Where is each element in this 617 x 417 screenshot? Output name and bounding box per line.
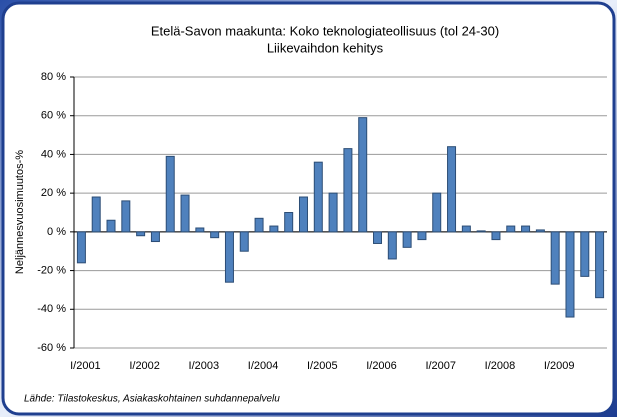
- bar: [595, 231, 605, 299]
- bar: [580, 231, 590, 277]
- y-axis-label: Neljännesvuosimuutos-%: [14, 150, 26, 274]
- bar: [224, 231, 234, 283]
- bar: [328, 192, 338, 233]
- bar: [476, 230, 486, 233]
- bar: [402, 231, 412, 248]
- x-tick-label: I/2005: [307, 360, 338, 372]
- bar: [550, 231, 560, 285]
- bar: [136, 231, 146, 237]
- source: Lähde: Tilastokeskus, Asiakaskohtainen s…: [24, 394, 280, 405]
- bar: [91, 196, 101, 233]
- bar: [239, 231, 249, 252]
- y-tick-label: -20 %: [37, 264, 66, 276]
- bar: [447, 146, 457, 233]
- bar: [298, 196, 308, 233]
- bar: [76, 231, 86, 264]
- y-tick-label: 20 %: [41, 187, 66, 199]
- bar: [254, 217, 264, 233]
- x-tick-label: I/2001: [70, 360, 101, 372]
- bar: [535, 229, 545, 233]
- y-tick-label: 60 %: [41, 110, 66, 122]
- x-tick-label: I/2007: [425, 360, 456, 372]
- chart-title: Etelä-Savon maakunta: Koko teknologiateo…: [151, 23, 499, 38]
- y-tick-label: 40 %: [41, 148, 66, 160]
- bar: [269, 225, 279, 233]
- y-tick-label: -60 %: [37, 342, 66, 354]
- bar: [165, 155, 175, 233]
- bar: [121, 200, 131, 233]
- bar: [491, 231, 501, 241]
- bar: [417, 231, 427, 241]
- x-tick-label: I/2003: [189, 360, 220, 372]
- x-tick-label: I/2006: [366, 360, 397, 372]
- x-tick-label: I/2008: [485, 360, 516, 372]
- bar: [210, 231, 220, 239]
- y-tick-label: -40 %: [37, 303, 66, 315]
- y-tick-label: 0 %: [47, 226, 66, 238]
- bar: [521, 225, 531, 233]
- chart-subtitle: Liikevaihdon kehitys: [267, 40, 384, 55]
- bar: [565, 231, 575, 318]
- bar: [195, 227, 205, 233]
- bar: [106, 219, 116, 233]
- y-tick-label: 80 %: [41, 71, 66, 83]
- bar: [343, 148, 353, 233]
- bar: [387, 231, 397, 260]
- bar: [373, 231, 383, 244]
- bar: [461, 225, 471, 233]
- x-tick-label: I/2009: [544, 360, 575, 372]
- bar: [358, 117, 368, 233]
- bar: [313, 161, 323, 233]
- bar: [432, 192, 442, 233]
- bar: [506, 225, 516, 233]
- x-tick-label: I/2004: [248, 360, 279, 372]
- bar: [180, 194, 190, 233]
- bar: [150, 231, 160, 243]
- x-tick-label: I/2002: [129, 360, 160, 372]
- bar: [284, 212, 294, 233]
